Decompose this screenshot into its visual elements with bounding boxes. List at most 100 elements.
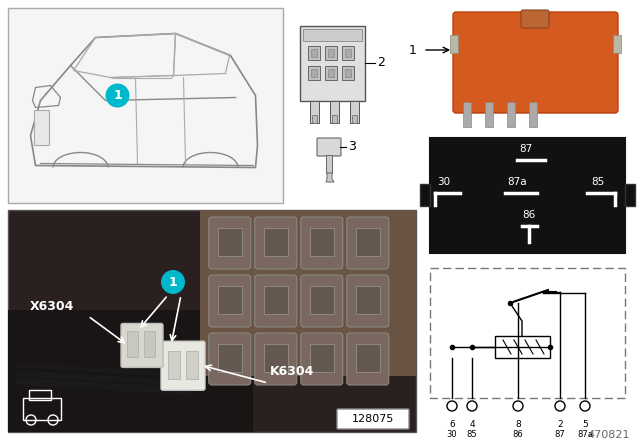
Bar <box>23 398 61 420</box>
Circle shape <box>161 270 185 294</box>
Bar <box>352 115 357 123</box>
Bar <box>308 46 320 60</box>
FancyBboxPatch shape <box>161 341 205 390</box>
Bar <box>168 351 180 379</box>
Bar <box>430 268 625 398</box>
Polygon shape <box>326 173 334 182</box>
FancyBboxPatch shape <box>347 275 388 327</box>
Bar <box>613 35 621 53</box>
Text: 87: 87 <box>519 144 532 154</box>
FancyBboxPatch shape <box>347 333 388 385</box>
Bar <box>8 210 416 432</box>
Circle shape <box>555 401 565 411</box>
Bar <box>495 336 550 358</box>
Bar <box>342 66 354 80</box>
Bar <box>345 69 351 77</box>
Bar <box>310 344 334 372</box>
FancyBboxPatch shape <box>255 275 297 327</box>
Bar <box>356 228 380 256</box>
Bar <box>330 101 339 123</box>
FancyBboxPatch shape <box>453 12 618 113</box>
Bar <box>310 286 334 314</box>
Bar <box>420 184 430 206</box>
Bar <box>310 101 319 123</box>
FancyBboxPatch shape <box>521 10 549 28</box>
Text: 470821: 470821 <box>588 430 630 440</box>
Bar <box>450 35 458 53</box>
Text: 1: 1 <box>409 43 417 56</box>
Bar <box>33 111 49 146</box>
Text: 1: 1 <box>113 89 122 102</box>
FancyBboxPatch shape <box>347 217 388 269</box>
Bar <box>625 184 635 206</box>
Bar <box>8 310 253 432</box>
Bar <box>8 8 283 203</box>
Bar <box>463 102 471 127</box>
Bar <box>342 46 354 60</box>
Bar <box>186 351 198 379</box>
Bar <box>311 49 317 57</box>
Bar <box>356 344 380 372</box>
Bar <box>485 102 493 127</box>
Bar <box>218 344 242 372</box>
FancyBboxPatch shape <box>301 217 343 269</box>
Bar <box>326 155 332 173</box>
Text: 86: 86 <box>513 430 524 439</box>
Bar <box>264 228 288 256</box>
Text: 2: 2 <box>557 420 563 429</box>
Text: 85: 85 <box>591 177 604 187</box>
FancyBboxPatch shape <box>301 275 343 327</box>
Circle shape <box>447 401 457 411</box>
Bar <box>356 286 380 314</box>
Bar <box>264 344 288 372</box>
FancyBboxPatch shape <box>301 333 343 385</box>
Text: K6304: K6304 <box>270 365 314 378</box>
FancyBboxPatch shape <box>255 333 297 385</box>
Circle shape <box>580 401 590 411</box>
Bar <box>430 138 625 253</box>
Bar <box>144 332 155 358</box>
Bar <box>332 115 337 123</box>
Text: 87: 87 <box>555 430 565 439</box>
Bar <box>325 66 337 80</box>
Bar <box>529 102 537 127</box>
Text: 86: 86 <box>522 210 535 220</box>
Text: 128075: 128075 <box>352 414 394 424</box>
Text: 4: 4 <box>469 420 475 429</box>
Text: 1: 1 <box>168 276 177 289</box>
FancyBboxPatch shape <box>337 409 409 429</box>
Text: 87a: 87a <box>507 177 527 187</box>
Bar <box>264 286 288 314</box>
Text: 6: 6 <box>449 420 455 429</box>
FancyBboxPatch shape <box>209 275 251 327</box>
Text: 30: 30 <box>437 177 450 187</box>
Bar <box>308 66 320 80</box>
FancyBboxPatch shape <box>121 323 163 367</box>
FancyBboxPatch shape <box>209 217 251 269</box>
Bar <box>310 228 334 256</box>
Text: 5: 5 <box>582 420 588 429</box>
Bar <box>127 332 138 358</box>
Bar <box>328 49 334 57</box>
Bar <box>303 29 362 41</box>
Bar <box>350 101 359 123</box>
Bar <box>218 286 242 314</box>
Bar <box>218 228 242 256</box>
FancyBboxPatch shape <box>255 217 297 269</box>
Bar <box>328 69 334 77</box>
Text: 2: 2 <box>377 56 385 69</box>
Bar <box>311 69 317 77</box>
Text: X6304: X6304 <box>30 300 74 313</box>
Bar <box>507 102 515 127</box>
FancyBboxPatch shape <box>209 333 251 385</box>
Text: 85: 85 <box>467 430 477 439</box>
Text: 87a: 87a <box>577 430 593 439</box>
Circle shape <box>513 401 523 411</box>
Circle shape <box>467 401 477 411</box>
Text: 8: 8 <box>515 420 521 429</box>
FancyBboxPatch shape <box>317 138 341 156</box>
Bar <box>345 49 351 57</box>
Circle shape <box>106 83 129 108</box>
Bar <box>300 26 365 101</box>
Bar <box>312 115 317 123</box>
